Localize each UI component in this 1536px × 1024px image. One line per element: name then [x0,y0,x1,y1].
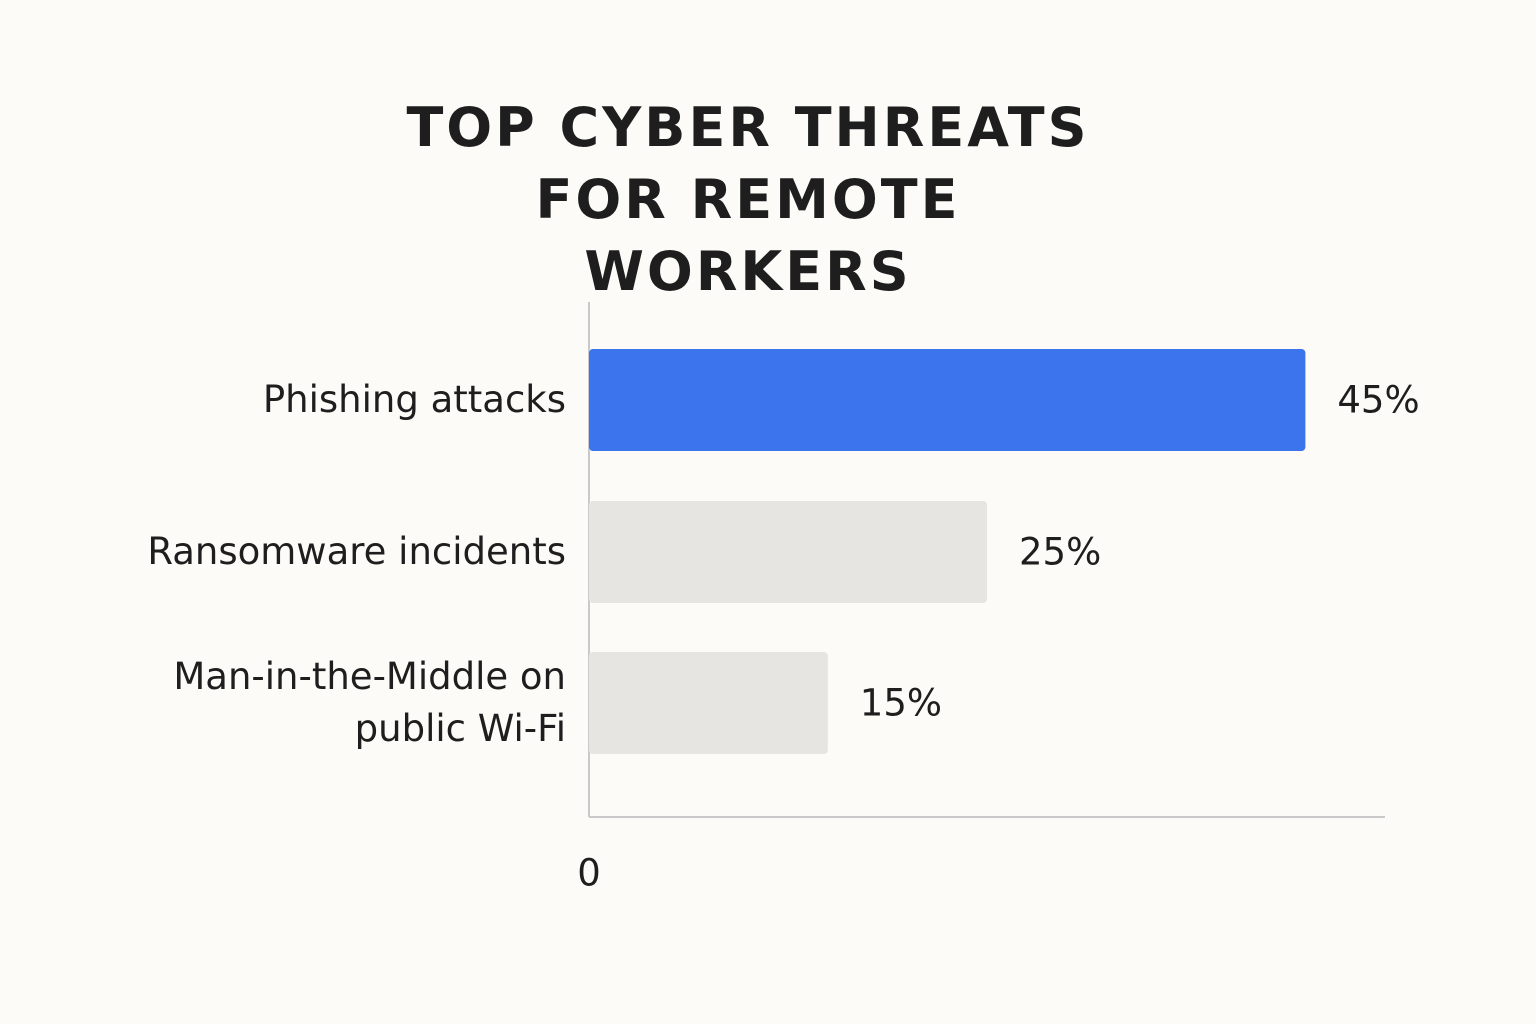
x-tick-label: 0 [577,851,601,895]
bar [589,652,828,754]
value-label: 15% [859,681,943,725]
category-label: Ransomware incidents [147,530,566,573]
bar [589,501,987,603]
category-label: Man-in-the-Middle on public Wi-Fi [173,655,566,750]
category-label: Phishing attacks [262,378,566,421]
bar [589,349,1306,451]
value-label: 45% [1337,378,1420,422]
value-label: 25% [1019,530,1102,574]
chart-title: TOP CYBER THREATS FOR REMOTE WORKERS [406,96,1090,303]
